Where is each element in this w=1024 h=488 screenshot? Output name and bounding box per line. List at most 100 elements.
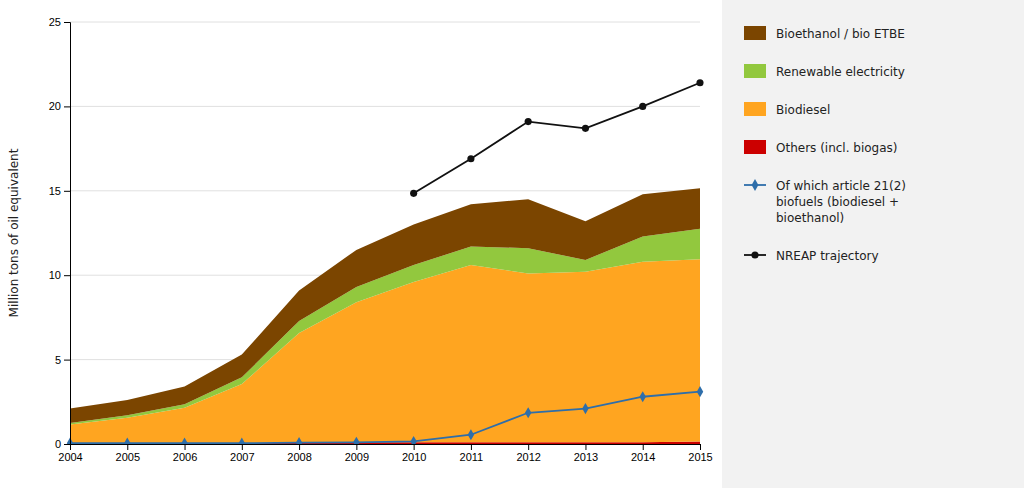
marker: [468, 429, 474, 440]
x-tick-mark: [700, 444, 701, 450]
marker: [124, 438, 130, 444]
y-axis-title: Million tons of oil equivalent: [7, 148, 21, 317]
y-tick-label: 0: [55, 438, 61, 450]
x-tick-label: 2009: [345, 451, 369, 463]
legend-label: Bioethanol / bio ETBE: [776, 27, 905, 41]
y-tick-label: 5: [55, 354, 61, 366]
x-tick: 2010: [402, 444, 426, 463]
legend-swatch: [744, 140, 766, 154]
x-tick: 2014: [631, 444, 655, 463]
x-tick: 2015: [688, 444, 712, 463]
legend-swatch: [744, 64, 766, 78]
area: [70, 188, 700, 423]
plot-area: 2004200520062007200820092010201120122013…: [49, 16, 713, 463]
legend-item: NREAP trajectory: [744, 249, 879, 263]
x-tick-label: 2006: [173, 451, 197, 463]
x-axis-line: [71, 445, 701, 451]
chart: 2004200520062007200820092010201120122013…: [0, 0, 1024, 488]
x-tick-label: 2004: [58, 451, 82, 463]
legend-label: Others (incl. biogas): [776, 141, 898, 155]
marker: [639, 103, 646, 110]
y-tick-mark: [64, 191, 70, 192]
x-tick-label: 2010: [402, 451, 426, 463]
legend-label: NREAP trajectory: [776, 249, 879, 263]
marker: [296, 437, 302, 444]
legend: Bioethanol / bio ETBE Renewable electrici…: [722, 0, 1024, 488]
x-tick: 2013: [574, 444, 598, 463]
legend-swatch: [744, 26, 766, 40]
x-tick-label: 2013: [574, 451, 598, 463]
x-tick-mark: [414, 444, 415, 450]
marker: [239, 438, 245, 444]
x-tick: 2004: [58, 444, 82, 463]
x-tick-mark: [299, 444, 300, 450]
y-tick: 20: [49, 100, 70, 112]
marker: [582, 125, 589, 132]
marker: [410, 190, 417, 197]
x-tick-mark: [471, 444, 472, 450]
y-axis-line: [64, 23, 71, 445]
line: [414, 83, 700, 194]
x-tick: 2006: [173, 444, 197, 463]
y-tick-label: 15: [49, 185, 61, 197]
y-tick: 5: [55, 354, 70, 366]
x-tick-label: 2005: [116, 451, 140, 463]
marks: [67, 79, 704, 444]
x-tick: 2012: [516, 444, 540, 463]
y-tick: 10: [49, 269, 70, 281]
y-tick: 15: [49, 185, 70, 197]
marker: [696, 79, 703, 86]
marker: [410, 436, 416, 444]
x-tick-label: 2011: [460, 451, 484, 463]
y-tick-label: 10: [49, 269, 61, 281]
legend-background: [722, 0, 1024, 488]
x-tick-label: 2015: [688, 451, 712, 463]
marker: [467, 155, 474, 162]
marker: [640, 391, 646, 402]
marker: [525, 118, 532, 125]
x-tick-label: 2008: [287, 451, 311, 463]
x-tick: 2011: [460, 444, 484, 463]
x-tick-mark: [585, 444, 586, 450]
legend-label: Of which article 21(2)biofuels (biodiese…: [776, 179, 906, 225]
y-tick-label: 20: [49, 100, 61, 112]
y-tick: 0: [55, 438, 70, 450]
grid-line: [70, 22, 700, 23]
x-tick-label: 2007: [230, 451, 254, 463]
grid: [70, 22, 700, 444]
y-tick-label: 25: [49, 16, 61, 28]
legend-item: Others (incl. biogas): [744, 140, 898, 155]
y-tick-mark: [64, 22, 70, 23]
legend-swatch: [744, 102, 766, 116]
x-tick: 2005: [116, 444, 140, 463]
x-tick-mark: [643, 444, 644, 450]
legend-item: Biodiesel: [744, 102, 830, 117]
legend-marker: [751, 251, 758, 258]
y-tick-mark: [64, 106, 70, 107]
line: [70, 392, 700, 443]
marker: [181, 438, 187, 444]
x-tick-label: 2014: [631, 451, 655, 463]
y-tick-mark: [64, 275, 70, 276]
y-axis: 0 5 10 15 20 25: [49, 16, 71, 450]
x-tick-mark: [242, 444, 243, 450]
x-tick-mark: [356, 444, 357, 450]
grid-line: [70, 190, 700, 191]
x-tick-mark: [528, 444, 529, 450]
y-tick-mark: [64, 444, 70, 445]
y-tick: 25: [49, 16, 70, 28]
y-tick-mark: [64, 360, 70, 361]
marker: [582, 403, 588, 414]
legend-label: Biodiesel: [776, 103, 830, 117]
marker: [525, 407, 531, 418]
grid-line: [70, 106, 700, 107]
legend-item: Renewable electricity: [744, 64, 905, 79]
x-tick: 2008: [287, 444, 311, 463]
marker: [353, 437, 359, 444]
x-tick-mark: [185, 444, 186, 450]
x-tick: 2009: [345, 444, 369, 463]
legend-item: Of which article 21(2)biofuels (biodiese…: [744, 179, 906, 225]
x-tick-label: 2012: [516, 451, 540, 463]
x-tick: 2007: [230, 444, 254, 463]
legend-label: Renewable electricity: [776, 65, 905, 79]
